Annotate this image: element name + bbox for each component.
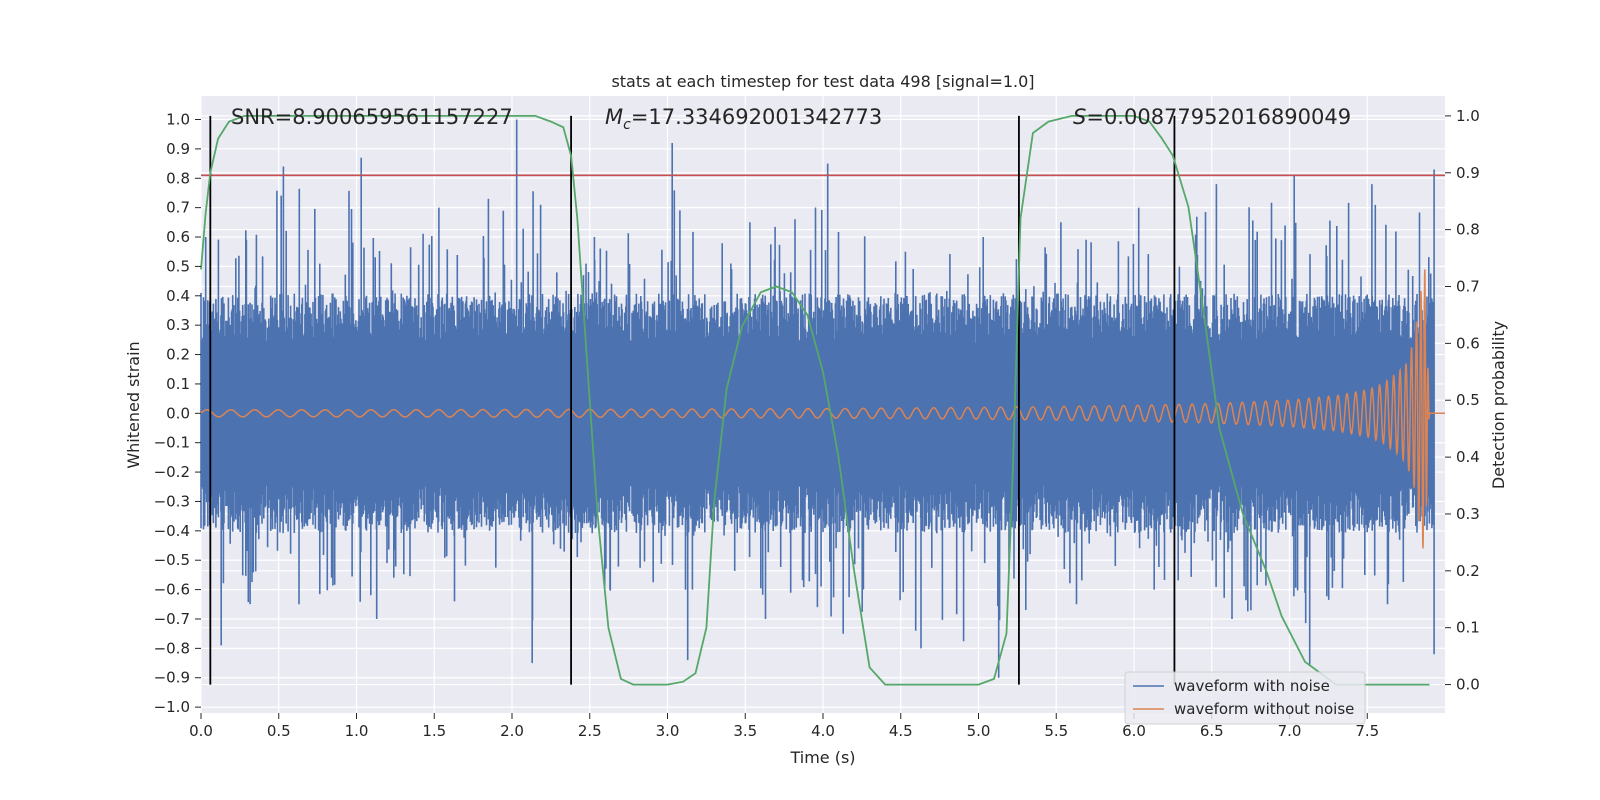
left-tick-label: −0.3: [154, 492, 190, 510]
x-tick-label: 7.5: [1355, 722, 1379, 740]
x-tick-label: 1.5: [422, 722, 446, 740]
event-lines: [209, 115, 1176, 685]
snr-annotation: SNR=8.900659561157227: [231, 105, 513, 129]
x-tick-label: 0.0: [189, 722, 213, 740]
legend-label-noise: waveform with noise: [1174, 677, 1330, 695]
waveform-without-noise-line: [200, 269, 1445, 549]
left-tick-label: 0.8: [166, 169, 190, 187]
left-tick-label: 0.2: [166, 346, 190, 364]
x-axis: 0.0 0.5 1.0 1.5 2.0 2.5 3.0 3.5 4.0 4.5 5.0 5.5 6.0 6…: [189, 713, 1379, 740]
right-tick-label: 0.4: [1456, 448, 1480, 466]
left-tick-label: −0.1: [154, 434, 190, 452]
right-tick-label: 0.5: [1456, 391, 1480, 409]
chirp-mass-subscript: c: [623, 117, 631, 133]
right-y-axis-label: Detection probability: [1489, 321, 1508, 489]
x-tick-label: 6.5: [1200, 722, 1224, 740]
left-tick-label: −0.7: [154, 610, 190, 628]
s-annotation: S=0.00877952016890049: [1073, 105, 1351, 129]
right-tick-label: 0.9: [1456, 164, 1480, 182]
chart-title: stats at each timestep for test data 498…: [611, 72, 1034, 91]
left-y-axis-label: Whitened strain: [124, 341, 143, 468]
left-tick-label: −0.9: [154, 669, 190, 687]
x-tick-label: 4.0: [811, 722, 835, 740]
s-value: =0.00877952016890049: [1086, 105, 1351, 129]
left-tick-label: −1.0: [154, 698, 190, 716]
x-tick-label: 2.0: [500, 722, 524, 740]
legend: waveform with noise waveform without noi…: [1124, 671, 1366, 725]
left-y-axis: −1.0 −0.9 −0.8 −0.7 −0.6 −0.5 −0.4 −0.3 −0.2 −0.1…: [154, 111, 201, 716]
left-tick-label: 0.6: [166, 228, 190, 246]
legend-label-clean: waveform without noise: [1174, 700, 1354, 718]
left-tick-label: 1.0: [166, 111, 190, 129]
x-tick-label: 6.0: [1122, 722, 1146, 740]
chirp-mass-symbol: M: [605, 105, 623, 129]
left-tick-label: −0.4: [154, 522, 190, 540]
right-y-axis: 0.0 0.1 0.2 0.3 0.4 0.5 0.6 0.7 0.8 0.9 1.0: [1445, 107, 1480, 694]
right-tick-label: 0.6: [1456, 334, 1480, 352]
right-tick-label: 0.1: [1456, 619, 1480, 637]
legend-box: [1124, 671, 1366, 725]
x-tick-label: 0.5: [267, 722, 291, 740]
x-tick-label: 5.5: [1044, 722, 1068, 740]
x-tick-label: 5.0: [967, 722, 991, 740]
left-tick-label: −0.6: [154, 581, 190, 599]
left-tick-label: 0.3: [166, 316, 190, 334]
right-tick-label: 0.7: [1456, 278, 1480, 296]
right-tick-label: 0.8: [1456, 221, 1480, 239]
s-symbol: S: [1073, 105, 1086, 129]
x-tick-label: 1.0: [345, 722, 369, 740]
left-tick-label: −0.8: [154, 639, 190, 657]
left-tick-label: −0.2: [154, 463, 190, 481]
waveform-without-noise-series: [200, 269, 1445, 549]
x-axis-label: Time (s): [789, 748, 855, 767]
left-tick-label: 0.0: [166, 404, 190, 422]
left-tick-label: 0.1: [166, 375, 190, 393]
right-tick-label: 0.2: [1456, 562, 1480, 580]
x-tick-label: 4.5: [889, 722, 913, 740]
chirp-mass-annotation: Mc=17.334692001342773: [605, 105, 882, 133]
detection-probability-line: [200, 115, 1430, 686]
left-tick-label: 0.9: [166, 140, 190, 158]
left-tick-label: 0.7: [166, 199, 190, 217]
chirp-mass-value: =17.334692001342773: [631, 105, 882, 129]
x-tick-label: 7.0: [1278, 722, 1302, 740]
right-tick-label: 0.0: [1456, 676, 1480, 694]
detection-probability-series: [200, 115, 1430, 686]
right-tick-label: 0.3: [1456, 505, 1480, 523]
x-tick-label: 2.5: [578, 722, 602, 740]
x-tick-label: 3.0: [656, 722, 680, 740]
left-tick-label: 0.4: [166, 287, 190, 305]
x-tick-label: 3.5: [733, 722, 757, 740]
left-tick-label: −0.5: [154, 551, 190, 569]
right-tick-label: 1.0: [1456, 107, 1480, 125]
left-tick-label: 0.5: [166, 257, 190, 275]
